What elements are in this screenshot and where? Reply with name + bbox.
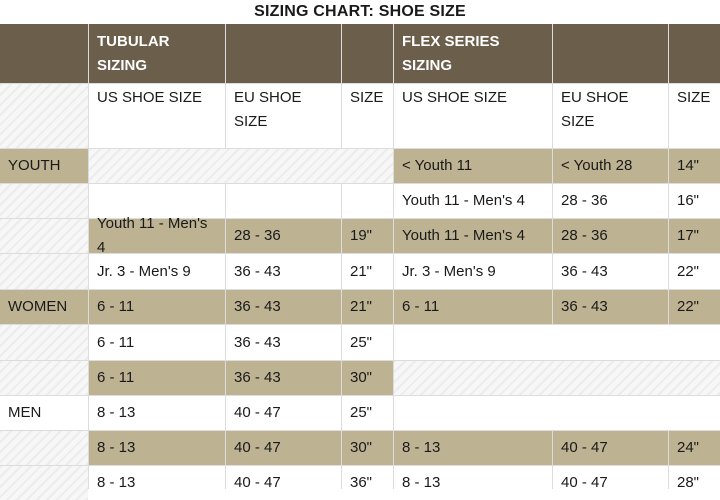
cell-tubular-eu: 40 - 47: [226, 466, 341, 500]
cell-tubular-us: 8 - 13: [89, 431, 225, 465]
cell-flex-eu: 40 - 47: [553, 431, 668, 465]
row-label: [0, 466, 88, 500]
cell-tubular-us: 8 - 13: [89, 466, 225, 500]
row-label: WOMEN: [0, 290, 88, 324]
cell-tubular-size: 30": [342, 431, 393, 465]
cell-tubular-us: 6 - 11: [89, 361, 225, 395]
cell-tubular-eu: 36 - 43: [226, 254, 341, 289]
eu-header-line2: SIZE: [234, 113, 268, 130]
cell-flex-us: 6 - 11: [394, 290, 552, 324]
flex-empty-cell: [394, 361, 720, 395]
eu-header-line1: EU SHOE: [234, 89, 302, 106]
cell-flex-eu: < Youth 28: [553, 149, 668, 183]
tubular-header-line2: SIZING: [97, 56, 148, 74]
cell-tubular-size: 25": [342, 396, 393, 430]
flex-group-header: FLEX SERIES SIZING: [394, 24, 552, 83]
row-label: [0, 325, 88, 360]
chart-title: SIZING CHART: SHOE SIZE: [254, 3, 466, 20]
cell-tubular-size: 30": [342, 361, 393, 395]
cell-flex-size: 22": [669, 290, 720, 324]
cell-flex-size: 28": [669, 466, 720, 500]
cell-tubular-size: 21": [342, 290, 393, 324]
cell-flex-size: 16": [669, 184, 720, 218]
cell-flex-eu: 28 - 36: [553, 184, 668, 218]
tubular-empty-cell: [89, 149, 393, 183]
cell-tubular-size: 19": [342, 219, 393, 253]
flex-empty-cell: [394, 325, 720, 360]
col-header-size-tubular: SIZE: [342, 84, 393, 148]
cell-tubular-us: 6 - 11: [89, 325, 225, 360]
cell-tubular-eu: 36 - 43: [226, 290, 341, 324]
cell-flex-us: 8 - 13: [394, 431, 552, 465]
cell-flex-us: < Youth 11: [394, 149, 552, 183]
cell-tubular-size: 36": [342, 466, 393, 500]
eu-header-line1: EU SHOE: [561, 89, 629, 106]
flex-header-line1: FLEX SERIES: [402, 32, 500, 50]
tubular-header-line1: TUBULAR: [97, 32, 170, 50]
col-header-eu-flex: EU SHOE SIZE: [553, 84, 668, 148]
cell-tubular-us: 6 - 11: [89, 290, 225, 324]
cell-flex-eu: 36 - 43: [553, 254, 668, 289]
header-blank: [669, 24, 720, 83]
row-label: [0, 184, 88, 218]
cell-tubular-eu: 40 - 47: [226, 396, 341, 430]
row-label: YOUTH: [0, 149, 88, 183]
cell-flex-us: Youth 11 - Men's 4: [394, 184, 552, 218]
cell-tubular-eu: 36 - 43: [226, 325, 341, 360]
cell-tubular-eu: 40 - 47: [226, 431, 341, 465]
header-blank: [553, 24, 668, 83]
cell-tubular-eu: [226, 184, 341, 218]
cell-tubular-us: [89, 184, 225, 218]
header-blank: [226, 24, 341, 83]
cell-flex-size: 22": [669, 254, 720, 289]
cell-flex-eu: 36 - 43: [553, 290, 668, 324]
cell-tubular-size: 25": [342, 325, 393, 360]
flex-header-line2: SIZING: [402, 56, 453, 74]
row-label: [0, 431, 88, 465]
cell-tubular-size: 21": [342, 254, 393, 289]
cell-tubular-eu: 28 - 36: [226, 219, 341, 253]
subheader-corner: [0, 84, 88, 148]
cell-tubular-eu: 36 - 43: [226, 361, 341, 395]
row-label: [0, 254, 88, 289]
sizing-table: TUBULAR SIZING FLEX SERIES SIZING US SHOE …: [0, 24, 720, 500]
header-corner: [0, 24, 88, 83]
cell-flex-us: 8 - 13: [394, 466, 552, 500]
cell-flex-size: 17": [669, 219, 720, 253]
col-header-us-flex: US SHOE SIZE: [394, 84, 552, 148]
col-header-size-flex: SIZE: [669, 84, 720, 148]
cell-tubular-us: Youth 11 - Men's 4: [89, 215, 225, 256]
row-label: [0, 361, 88, 395]
col-header-us-tubular: US SHOE SIZE: [89, 84, 225, 148]
cell-tubular-us: 8 - 13: [89, 396, 225, 430]
cell-flex-size: 24": [669, 431, 720, 465]
cell-tubular-us: Jr. 3 - Men's 9: [89, 254, 225, 289]
cell-flex-size: 14": [669, 149, 720, 183]
header-blank: [342, 24, 393, 83]
cell-flex-eu: 40 - 47: [553, 466, 668, 500]
row-label: MEN: [0, 396, 88, 430]
cell-flex-eu: 28 - 36: [553, 219, 668, 253]
cell-flex-us: Youth 11 - Men's 4: [394, 219, 552, 253]
flex-empty-cell: [394, 396, 720, 430]
eu-header-line2: SIZE: [561, 113, 595, 130]
tubular-group-header: TUBULAR SIZING: [89, 24, 225, 83]
cell-flex-us: Jr. 3 - Men's 9: [394, 254, 552, 289]
row-label: [0, 219, 88, 253]
cell-tubular-size: [342, 184, 393, 218]
col-header-eu-tubular: EU SHOE SIZE: [226, 84, 341, 148]
